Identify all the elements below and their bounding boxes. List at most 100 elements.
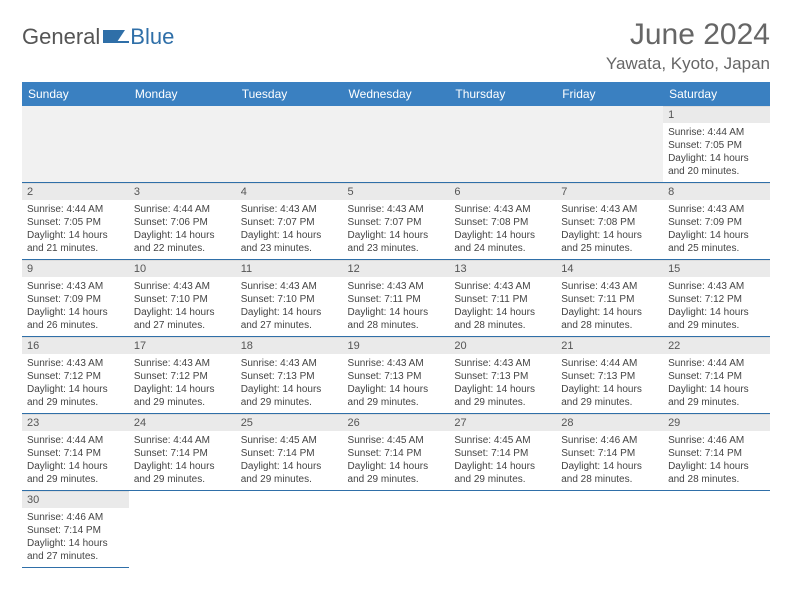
calendar-day: 12Sunrise: 4:43 AMSunset: 7:11 PMDayligh… [343,260,450,337]
day-details: Sunrise: 4:43 AMSunset: 7:10 PMDaylight:… [236,277,343,336]
page-header: General Blue June 2024 Yawata, Kyoto, Ja… [22,18,770,74]
day-number: 22 [663,337,770,354]
day-number: 10 [129,260,236,277]
calendar-blank [449,106,556,183]
day-details: Sunrise: 4:43 AMSunset: 7:11 PMDaylight:… [449,277,556,336]
calendar-day: 14Sunrise: 4:43 AMSunset: 7:11 PMDayligh… [556,260,663,337]
day-number: 23 [22,414,129,431]
flag-icon [100,24,130,50]
calendar-day: 15Sunrise: 4:43 AMSunset: 7:12 PMDayligh… [663,260,770,337]
day-number: 2 [22,183,129,200]
day-details: Sunrise: 4:45 AMSunset: 7:14 PMDaylight:… [449,431,556,490]
day-details: Sunrise: 4:45 AMSunset: 7:14 PMDaylight:… [343,431,450,490]
calendar-day: 1Sunrise: 4:44 AMSunset: 7:05 PMDaylight… [663,106,770,183]
calendar-day: 8Sunrise: 4:43 AMSunset: 7:09 PMDaylight… [663,183,770,260]
calendar-head: SundayMondayTuesdayWednesdayThursdayFrid… [22,82,770,106]
day-details: Sunrise: 4:44 AMSunset: 7:06 PMDaylight:… [129,200,236,259]
calendar-day: 7Sunrise: 4:43 AMSunset: 7:08 PMDaylight… [556,183,663,260]
day-details: Sunrise: 4:43 AMSunset: 7:12 PMDaylight:… [129,354,236,413]
day-details: Sunrise: 4:43 AMSunset: 7:09 PMDaylight:… [663,200,770,259]
day-details: Sunrise: 4:44 AMSunset: 7:05 PMDaylight:… [22,200,129,259]
day-number: 27 [449,414,556,431]
day-number: 17 [129,337,236,354]
calendar-day: 3Sunrise: 4:44 AMSunset: 7:06 PMDaylight… [129,183,236,260]
day-details: Sunrise: 4:43 AMSunset: 7:13 PMDaylight:… [343,354,450,413]
day-details: Sunrise: 4:43 AMSunset: 7:11 PMDaylight:… [556,277,663,336]
day-details: Sunrise: 4:46 AMSunset: 7:14 PMDaylight:… [22,508,129,567]
day-details: Sunrise: 4:43 AMSunset: 7:07 PMDaylight:… [236,200,343,259]
day-details: Sunrise: 4:43 AMSunset: 7:12 PMDaylight:… [663,277,770,336]
calendar-blank [236,106,343,183]
day-number: 20 [449,337,556,354]
day-number: 8 [663,183,770,200]
day-number: 7 [556,183,663,200]
day-details: Sunrise: 4:43 AMSunset: 7:13 PMDaylight:… [449,354,556,413]
day-number: 26 [343,414,450,431]
calendar-day: 22Sunrise: 4:44 AMSunset: 7:14 PMDayligh… [663,337,770,414]
calendar-blank [449,491,556,568]
day-number: 19 [343,337,450,354]
day-number: 30 [22,491,129,508]
day-details: Sunrise: 4:44 AMSunset: 7:13 PMDaylight:… [556,354,663,413]
calendar-blank [556,106,663,183]
day-number: 14 [556,260,663,277]
day-details: Sunrise: 4:43 AMSunset: 7:12 PMDaylight:… [22,354,129,413]
calendar-day: 10Sunrise: 4:43 AMSunset: 7:10 PMDayligh… [129,260,236,337]
weekday-header: Monday [129,82,236,106]
calendar-day: 6Sunrise: 4:43 AMSunset: 7:08 PMDaylight… [449,183,556,260]
calendar-blank [236,491,343,568]
calendar-day: 21Sunrise: 4:44 AMSunset: 7:13 PMDayligh… [556,337,663,414]
calendar-day: 16Sunrise: 4:43 AMSunset: 7:12 PMDayligh… [22,337,129,414]
title-block: June 2024 Yawata, Kyoto, Japan [606,18,770,74]
day-details: Sunrise: 4:43 AMSunset: 7:08 PMDaylight:… [449,200,556,259]
calendar-day: 4Sunrise: 4:43 AMSunset: 7:07 PMDaylight… [236,183,343,260]
day-number: 16 [22,337,129,354]
calendar-day: 13Sunrise: 4:43 AMSunset: 7:11 PMDayligh… [449,260,556,337]
day-number: 4 [236,183,343,200]
day-number: 24 [129,414,236,431]
day-details: Sunrise: 4:43 AMSunset: 7:10 PMDaylight:… [129,277,236,336]
calendar-day: 19Sunrise: 4:43 AMSunset: 7:13 PMDayligh… [343,337,450,414]
calendar-day: 17Sunrise: 4:43 AMSunset: 7:12 PMDayligh… [129,337,236,414]
calendar-day: 29Sunrise: 4:46 AMSunset: 7:14 PMDayligh… [663,414,770,491]
day-number: 6 [449,183,556,200]
month-title: June 2024 [606,18,770,52]
calendar-day: 25Sunrise: 4:45 AMSunset: 7:14 PMDayligh… [236,414,343,491]
day-number: 25 [236,414,343,431]
calendar-day: 27Sunrise: 4:45 AMSunset: 7:14 PMDayligh… [449,414,556,491]
location-text: Yawata, Kyoto, Japan [606,54,770,74]
day-details: Sunrise: 4:46 AMSunset: 7:14 PMDaylight:… [663,431,770,490]
day-number: 3 [129,183,236,200]
calendar-blank [343,106,450,183]
calendar-blank [556,491,663,568]
calendar-day: 18Sunrise: 4:43 AMSunset: 7:13 PMDayligh… [236,337,343,414]
day-number: 11 [236,260,343,277]
weekday-header: Tuesday [236,82,343,106]
calendar-blank [129,491,236,568]
calendar-body: 1Sunrise: 4:44 AMSunset: 7:05 PMDaylight… [22,106,770,568]
calendar-day: 24Sunrise: 4:44 AMSunset: 7:14 PMDayligh… [129,414,236,491]
brand-word-2: Blue [130,24,174,50]
day-number: 21 [556,337,663,354]
calendar-day: 9Sunrise: 4:43 AMSunset: 7:09 PMDaylight… [22,260,129,337]
weekday-header: Wednesday [343,82,450,106]
day-details: Sunrise: 4:44 AMSunset: 7:05 PMDaylight:… [663,123,770,182]
weekday-header: Friday [556,82,663,106]
day-number: 12 [343,260,450,277]
day-details: Sunrise: 4:46 AMSunset: 7:14 PMDaylight:… [556,431,663,490]
calendar-blank [343,491,450,568]
day-number: 5 [343,183,450,200]
calendar-day: 28Sunrise: 4:46 AMSunset: 7:14 PMDayligh… [556,414,663,491]
day-number: 1 [663,106,770,123]
day-details: Sunrise: 4:43 AMSunset: 7:09 PMDaylight:… [22,277,129,336]
calendar-table: SundayMondayTuesdayWednesdayThursdayFrid… [22,82,770,568]
calendar-blank [129,106,236,183]
day-details: Sunrise: 4:43 AMSunset: 7:13 PMDaylight:… [236,354,343,413]
weekday-header: Sunday [22,82,129,106]
day-number: 9 [22,260,129,277]
brand-word-1: General [22,24,100,50]
weekday-header: Thursday [449,82,556,106]
day-number: 15 [663,260,770,277]
calendar-day: 11Sunrise: 4:43 AMSunset: 7:10 PMDayligh… [236,260,343,337]
day-details: Sunrise: 4:44 AMSunset: 7:14 PMDaylight:… [22,431,129,490]
